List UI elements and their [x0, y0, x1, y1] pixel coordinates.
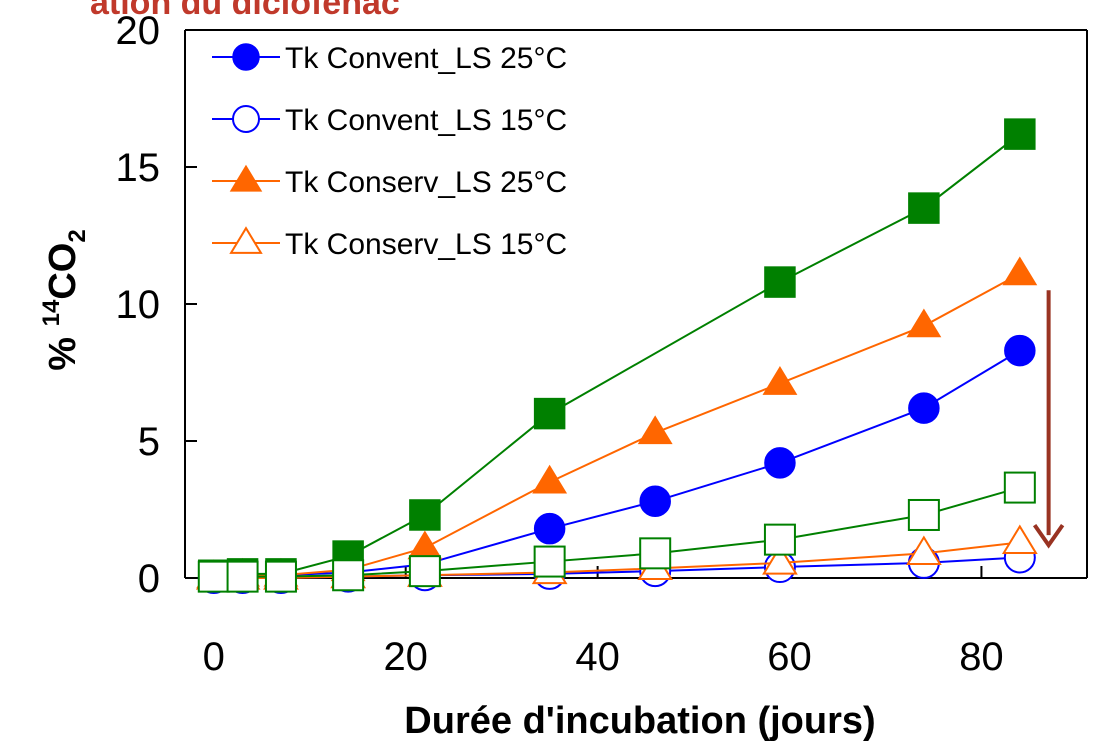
downward-arrow: [1032, 290, 1065, 549]
legend-marker: [229, 226, 263, 254]
legend-marker: [229, 164, 263, 192]
data-point: [226, 560, 259, 593]
series-5: [197, 471, 1036, 593]
series-0: [198, 334, 1036, 593]
legend-marker: [232, 105, 260, 133]
x-tick-label: 40: [575, 635, 620, 679]
data-point: [908, 192, 940, 224]
y-tick-label: 0: [138, 557, 160, 601]
x-tick-label: 0: [203, 635, 225, 679]
data-point: [1001, 524, 1038, 555]
data-point: [533, 397, 566, 430]
data-point: [639, 485, 671, 518]
y-tick-label: 20: [116, 9, 161, 53]
y-tick-label: 10: [116, 283, 161, 327]
y-axis-title-sub: 2: [64, 229, 91, 242]
data-point: [908, 392, 940, 424]
series-2: [196, 256, 1038, 589]
legend-label: Tk Convent_LS 15°C: [285, 104, 567, 137]
x-tick-label: 60: [767, 635, 812, 679]
data-point: [264, 560, 297, 593]
series-group: [195, 118, 1038, 594]
x-ticks: 0 20 40 60 80: [203, 566, 1004, 679]
x-tick-label: 20: [383, 635, 428, 679]
data-point: [762, 366, 798, 395]
y-tick-label: 15: [116, 146, 161, 190]
y-tick-label: 5: [138, 420, 160, 464]
legend-label: Tk Conserv_LS 15°C: [285, 228, 567, 261]
arrow-head: [1032, 523, 1065, 549]
data-point: [407, 530, 443, 560]
data-point: [409, 499, 441, 531]
y-axis-title-sup: 14: [38, 299, 65, 326]
y-ticks: 0 5 10 15 20: [116, 9, 197, 601]
legend-box: [200, 32, 660, 274]
data-point: [905, 535, 942, 565]
svg-text:% 14CO2: % 14CO2: [38, 229, 91, 370]
series-line: [213, 272, 1021, 578]
data-point: [533, 545, 566, 578]
data-point: [764, 447, 796, 479]
data-point: [764, 266, 796, 298]
y-axis-title-prefix: %: [42, 326, 84, 370]
legend-label: Tk Conserv_LS 25°C: [285, 166, 567, 199]
legend-label: Tk Convent_LS 25°C: [285, 42, 567, 75]
data-point: [637, 415, 673, 445]
data-point: [408, 555, 441, 588]
data-point: [1004, 334, 1036, 367]
y-axis-title-main: CO: [42, 243, 84, 300]
data-point: [906, 308, 942, 338]
data-point: [763, 523, 796, 556]
data-point: [1003, 471, 1036, 504]
data-point: [332, 559, 365, 592]
data-point: [1002, 256, 1038, 286]
data-point: [532, 464, 568, 494]
data-point: [533, 512, 566, 545]
series-line: [213, 486, 1021, 578]
data-point: [1004, 118, 1036, 150]
y-axis-title: % 14CO2: [38, 229, 91, 370]
legend-marker: [232, 43, 260, 71]
series-line: [213, 541, 1020, 579]
chart-top-title: ation du diclofénac: [90, 0, 400, 22]
series-1: [197, 541, 1036, 594]
data-point: [639, 537, 672, 570]
legend: Tk Convent_LS 25°C Tk Convent_LS 15°C Tk C…: [200, 32, 660, 274]
x-tick-label: 80: [959, 635, 1004, 679]
data-point: [197, 560, 230, 593]
data-point: [762, 545, 798, 575]
x-axis-title: Durée d'incubation (jours): [404, 700, 875, 742]
data-point: [907, 498, 940, 531]
